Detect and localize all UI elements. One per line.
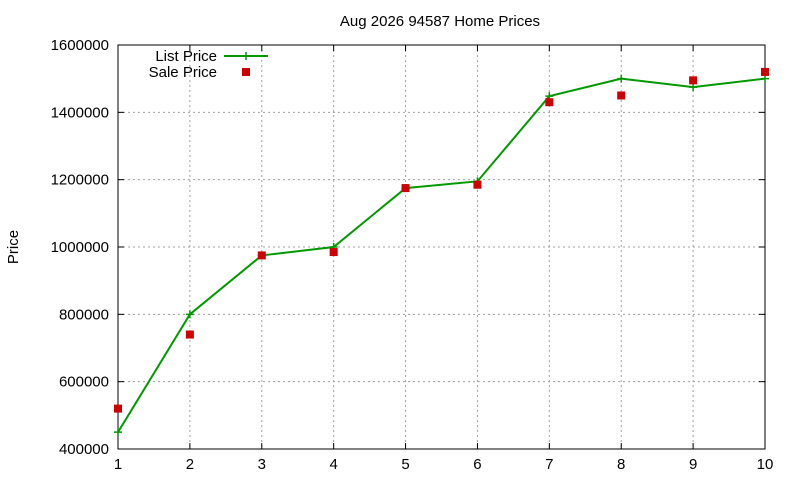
y-axis-label: Price <box>5 230 22 264</box>
x-tick-label: 7 <box>545 456 553 473</box>
y-tick-label: 800000 <box>59 306 109 323</box>
data-point <box>617 74 626 83</box>
y-tick-label: 1200000 <box>51 172 109 189</box>
y-tick-label: 1000000 <box>51 239 109 256</box>
x-tick-label: 8 <box>617 456 625 473</box>
legend-label: Sale Price <box>149 64 217 81</box>
chart-title: Aug 2026 94587 Home Prices <box>340 13 540 30</box>
legend-label: List Price <box>155 48 217 65</box>
x-tick-label: 1 <box>114 456 122 473</box>
data-point <box>545 98 554 107</box>
data-point <box>761 74 769 83</box>
y-tick-label: 1600000 <box>51 37 109 54</box>
data-point <box>185 330 194 339</box>
x-tick-label: 5 <box>401 456 409 473</box>
series <box>114 67 769 437</box>
data-point <box>473 180 482 189</box>
data-point <box>689 83 698 92</box>
data-point <box>329 248 338 257</box>
x-tick-label: 6 <box>473 456 481 473</box>
series-1 <box>114 74 769 437</box>
data-point <box>761 67 769 76</box>
tick-labels: 1 2 3 4 5 6 7 8 9 10 400000 600000 800000 1000000 1200… <box>51 37 774 473</box>
x-tick-label: 10 <box>757 456 774 473</box>
series-line <box>117 77 766 433</box>
y-tick-label: 400000 <box>59 441 109 458</box>
y-tick-label: 1400000 <box>51 104 109 121</box>
legend-marker <box>242 52 250 60</box>
legend-marker <box>242 68 250 76</box>
series-2 <box>114 67 769 413</box>
grid <box>118 45 765 449</box>
x-tick-label: 4 <box>329 456 337 473</box>
data-point <box>257 251 266 260</box>
data-point <box>185 310 194 319</box>
x-tick-label: 3 <box>258 456 266 473</box>
data-point <box>617 91 626 100</box>
x-tick-label: 9 <box>689 456 697 473</box>
data-point <box>114 428 122 437</box>
x-tick-label: 2 <box>186 456 194 473</box>
y-tick-label: 600000 <box>59 374 109 391</box>
plot-frame <box>117 44 766 450</box>
data-point <box>114 404 122 413</box>
data-point <box>689 76 698 85</box>
data-point <box>401 184 410 193</box>
